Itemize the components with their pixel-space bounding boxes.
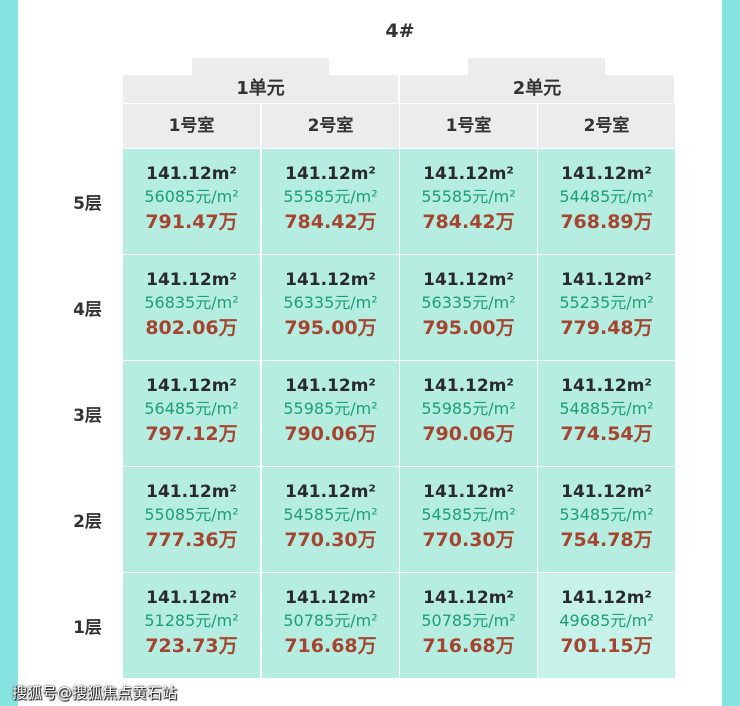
area: 141.12m²: [423, 270, 514, 290]
total-price: 701.15万: [560, 635, 653, 657]
unit-cell: 141.12m² 54885元/m² 774.54万: [538, 361, 675, 466]
total-price: 791.47万: [145, 211, 238, 233]
left-border: [0, 0, 18, 706]
unit-price: 50785元/m²: [283, 611, 378, 630]
unit-price: 56485元/m²: [144, 399, 239, 418]
room-header: 2号室: [538, 104, 675, 148]
area: 141.12m²: [561, 164, 652, 184]
area: 141.12m²: [285, 588, 376, 608]
unit-price: 56835元/m²: [144, 293, 239, 312]
total-price: 790.06万: [422, 423, 515, 445]
area: 141.12m²: [561, 588, 652, 608]
unit-price: 54485元/m²: [559, 187, 654, 206]
floor-label: 4层: [73, 300, 102, 320]
unit-cell: 141.12m² 55085元/m² 777.36万: [123, 467, 260, 572]
unit-tab-1: [192, 58, 329, 78]
unit-cell: 141.12m² 55585元/m² 784.42万: [262, 149, 399, 254]
unit-cell: 141.12m² 55985元/m² 790.06万: [400, 361, 537, 466]
total-price: 770.30万: [284, 529, 377, 551]
unit-cell: 141.12m² 54485元/m² 768.89万: [538, 149, 675, 254]
unit-price: 51285元/m²: [144, 611, 239, 630]
unit-price: 54585元/m²: [421, 505, 516, 524]
total-price: 779.48万: [560, 317, 653, 339]
unit-header-1: 1单元: [123, 75, 398, 103]
unit-cell: 141.12m² 55235元/m² 779.48万: [538, 255, 675, 360]
unit-price: 55585元/m²: [283, 187, 378, 206]
room-header: 2号室: [262, 104, 399, 148]
area: 141.12m²: [561, 270, 652, 290]
unit-price: 56085元/m²: [144, 187, 239, 206]
unit-price: 55585元/m²: [421, 187, 516, 206]
total-price: 784.42万: [422, 211, 515, 233]
total-price: 795.00万: [284, 317, 377, 339]
building-title: 4#: [385, 20, 415, 42]
total-price: 716.68万: [422, 635, 515, 657]
area: 141.12m²: [146, 164, 237, 184]
unit-cell: 141.12m² 55985元/m² 790.06万: [262, 361, 399, 466]
area: 141.12m²: [146, 588, 237, 608]
unit-price: 53485元/m²: [559, 505, 654, 524]
unit-price: 55985元/m²: [283, 399, 378, 418]
total-price: 790.06万: [284, 423, 377, 445]
total-price: 795.00万: [422, 317, 515, 339]
unit-price: 54885元/m²: [559, 399, 654, 418]
unit-price: 49685元/m²: [559, 611, 654, 630]
area: 141.12m²: [285, 270, 376, 290]
unit-cell: 141.12m² 56085元/m² 791.47万: [123, 149, 260, 254]
unit-price: 56335元/m²: [421, 293, 516, 312]
floor-label: 2层: [73, 512, 102, 532]
room-header: 1号室: [123, 104, 260, 148]
area: 141.12m²: [285, 376, 376, 396]
unit-cell: 141.12m² 54585元/m² 770.30万: [262, 467, 399, 572]
total-price: 797.12万: [145, 423, 238, 445]
total-price: 770.30万: [422, 529, 515, 551]
floor-label: 5层: [73, 194, 102, 214]
room-header: 1号室: [400, 104, 537, 148]
unit-cell: 141.12m² 51285元/m² 723.73万: [123, 573, 260, 678]
unit-tab-2: [468, 58, 605, 78]
area: 141.12m²: [146, 376, 237, 396]
unit-price: 55085元/m²: [144, 505, 239, 524]
unit-cell: 141.12m² 56835元/m² 802.06万: [123, 255, 260, 360]
unit-cell: 141.12m² 54585元/m² 770.30万: [400, 467, 537, 572]
total-price: 768.89万: [560, 211, 653, 233]
right-border: [722, 0, 740, 706]
unit-cell: 141.12m² 50785元/m² 716.68万: [400, 573, 537, 678]
unit-price: 50785元/m²: [421, 611, 516, 630]
total-price: 754.78万: [560, 529, 653, 551]
watermark: 搜狐号@搜狐焦点黄石站: [12, 684, 178, 702]
unit-cell: 141.12m² 55585元/m² 784.42万: [400, 149, 537, 254]
unit-price: 54585元/m²: [283, 505, 378, 524]
unit-price: 55985元/m²: [421, 399, 516, 418]
unit-cell: 141.12m² 56335元/m² 795.00万: [400, 255, 537, 360]
area: 141.12m²: [561, 482, 652, 502]
floor-label: 3层: [73, 406, 102, 426]
area: 141.12m²: [423, 482, 514, 502]
area: 141.12m²: [285, 482, 376, 502]
total-price: 723.73万: [145, 635, 238, 657]
area: 141.12m²: [285, 164, 376, 184]
area: 141.12m²: [423, 376, 514, 396]
total-price: 716.68万: [284, 635, 377, 657]
total-price: 774.54万: [560, 423, 653, 445]
unit-header-2: 2单元: [400, 75, 674, 103]
unit-cell: 141.12m² 56485元/m² 797.12万: [123, 361, 260, 466]
area: 141.12m²: [423, 164, 514, 184]
unit-cell: 141.12m² 56335元/m² 795.00万: [262, 255, 399, 360]
area: 141.12m²: [561, 376, 652, 396]
area: 141.12m²: [423, 588, 514, 608]
area: 141.12m²: [146, 270, 237, 290]
floor-label: 1层: [73, 618, 102, 638]
total-price: 802.06万: [145, 317, 238, 339]
unit-price: 56335元/m²: [283, 293, 378, 312]
unit-cell: 141.12m² 49685元/m² 701.15万: [538, 573, 675, 678]
total-price: 777.36万: [145, 529, 238, 551]
unit-cell: 141.12m² 50785元/m² 716.68万: [262, 573, 399, 678]
area: 141.12m²: [146, 482, 237, 502]
unit-price: 55235元/m²: [559, 293, 654, 312]
unit-cell: 141.12m² 53485元/m² 754.78万: [538, 467, 675, 572]
total-price: 784.42万: [284, 211, 377, 233]
